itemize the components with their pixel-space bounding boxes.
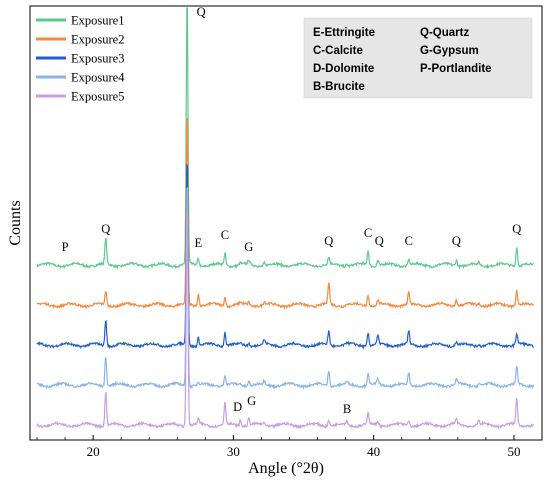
- x-tick-label-20: 20: [87, 444, 100, 459]
- phase-key-box: [303, 17, 533, 99]
- phase-key-entry: P-Portlandite: [420, 63, 492, 75]
- peak-label-G: G: [247, 394, 256, 408]
- series-line-Exposure5: [36, 212, 535, 430]
- phase-key-entry: Q-Quartz: [420, 27, 469, 39]
- series-line-Exposure1: [36, 7, 534, 270]
- series-line-Exposure4: [36, 186, 535, 390]
- phase-key: E-Ettringite Q-Quartz C-Calcite G-Gypsum D-D…: [303, 17, 533, 99]
- series-line-Exposure3: [36, 163, 534, 350]
- traces: [36, 7, 535, 430]
- x-axis: 20 30 40 50: [36, 435, 543, 459]
- peak-label-B: B: [343, 402, 351, 416]
- peak-label-G: G: [244, 240, 253, 254]
- peak-label-Q: Q: [324, 234, 333, 248]
- peak-label-D: D: [233, 400, 242, 414]
- peak-label-Q: Q: [512, 222, 521, 236]
- peak-label-E: E: [195, 236, 203, 250]
- plot-frame: [29, 5, 543, 441]
- series-line-Exposure2: [36, 118, 535, 310]
- legend-label-Exposure4: Exposure4: [71, 71, 125, 85]
- peak-label-Q: Q: [101, 222, 110, 236]
- x-tick-label-40: 40: [367, 444, 380, 459]
- phase-key-entry: D-Dolomite: [313, 63, 374, 75]
- peak-label-C: C: [405, 234, 413, 248]
- legend-label-Exposure2: Exposure2: [71, 33, 124, 47]
- legend-label-Exposure3: Exposure3: [71, 52, 124, 66]
- legend: Exposure1 Exposure2 Exposure3 Exposure4 Expo…: [36, 14, 125, 104]
- peak-label-Q: Q: [197, 5, 206, 19]
- peak-label-Q: Q: [452, 234, 461, 248]
- x-tick-label-30: 30: [227, 444, 240, 459]
- x-tick-label-50: 50: [507, 444, 520, 459]
- peak-label-C: C: [364, 226, 372, 240]
- peak-label-Q: Q: [375, 234, 384, 248]
- legend-label-Exposure5: Exposure5: [71, 90, 124, 104]
- phase-key-entry: E-Ettringite: [313, 27, 375, 39]
- phase-key-entry: B-Brucite: [313, 81, 365, 93]
- peak-label-P: P: [62, 240, 69, 254]
- phase-key-entry: G-Gypsum: [420, 45, 479, 57]
- y-axis-title: Counts: [7, 200, 24, 245]
- legend-label-Exposure1: Exposure1: [71, 14, 124, 28]
- x-axis-title: Angle (°2θ): [248, 460, 324, 477]
- peak-label-C: C: [221, 228, 229, 242]
- phase-key-entry: C-Calcite: [313, 45, 363, 57]
